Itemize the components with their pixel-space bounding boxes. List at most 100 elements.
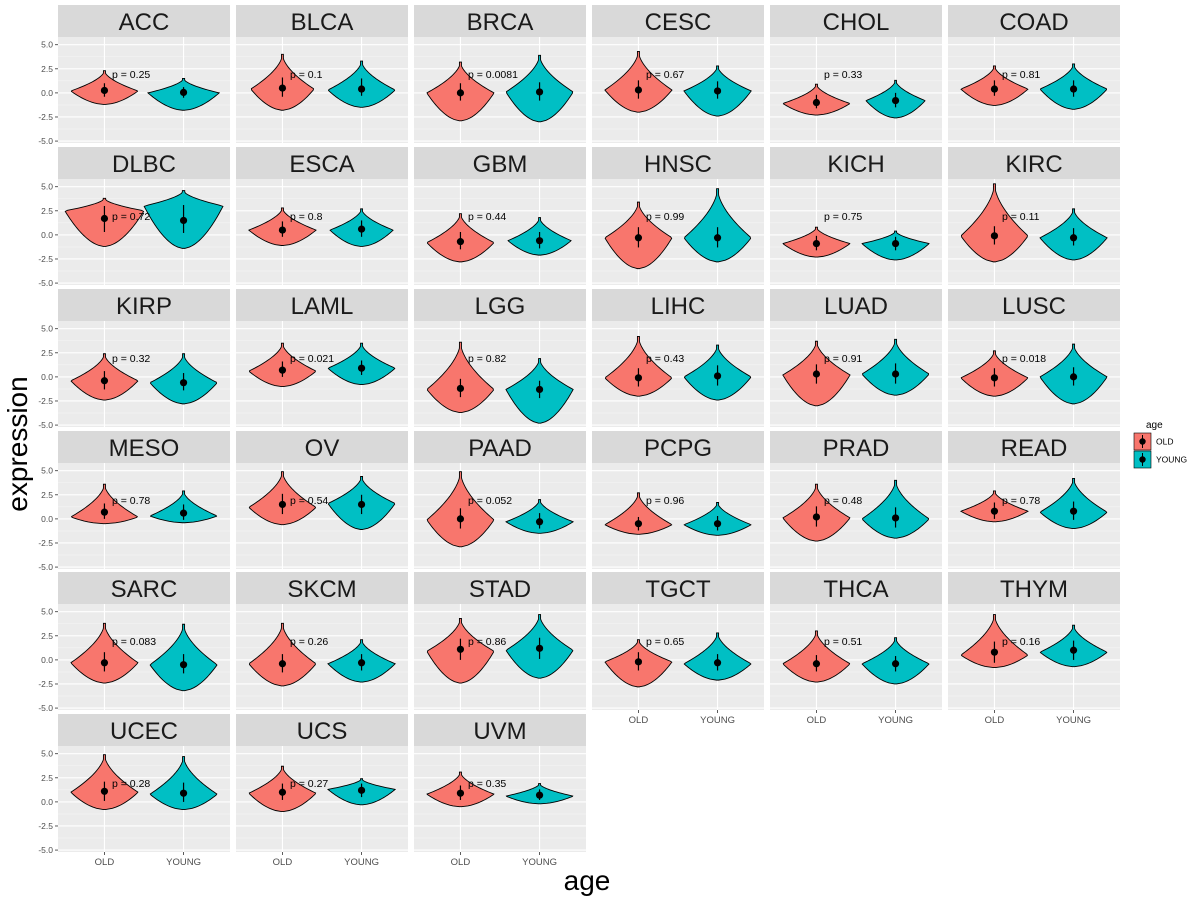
mean-point-uvm-young [535, 791, 544, 799]
panel-blca: BLCA p = 0.1 [236, 5, 408, 143]
y-tick-label: 2.5 [41, 631, 53, 641]
strip-prad [770, 431, 942, 463]
panel-stad: STAD p = 0.86 [414, 572, 586, 710]
mean-point-skcm-old [278, 660, 287, 668]
strip-label-thym: THYM [1000, 576, 1068, 603]
strip-kirp [58, 289, 230, 321]
panel-thca: THCA p = 0.51 OLD YOUNG [770, 572, 942, 726]
strip-acc [58, 5, 230, 37]
p-value-skcm: p = 0.26 [290, 636, 328, 648]
panel-acc: ACC p = 0.25 5.0 2.5 0.0 -2.5 -5.0 [38, 5, 230, 146]
y-tick-label: -5.0 [38, 420, 53, 430]
x-tick-label: OLD [451, 857, 471, 868]
mean-point-cesc-old [634, 86, 643, 94]
x-tick-label: YOUNG [344, 857, 379, 868]
panel-cesc: CESC p = 0.67 [592, 5, 764, 143]
strip-label-cesc: CESC [645, 9, 712, 36]
panel-gbm: GBM p = 0.44 [414, 147, 586, 285]
strip-label-ucec: UCEC [110, 718, 178, 745]
x-tick-label: YOUNG [700, 715, 735, 726]
p-value-kich: p = 0.75 [824, 211, 862, 223]
mean-point-coad-old [990, 85, 999, 93]
x-tick-label: YOUNG [878, 715, 913, 726]
y-tick-label: -2.5 [38, 821, 53, 831]
violin-lgg-old [426, 341, 494, 413]
p-value-chol: p = 0.33 [824, 69, 862, 81]
y-tick-label: 5.0 [41, 466, 53, 476]
strip-label-brca: BRCA [467, 9, 534, 36]
p-value-coad: p = 0.81 [1002, 69, 1040, 81]
legend-title: age [1146, 420, 1163, 431]
y-tick-label: -5.0 [38, 562, 53, 572]
panel-esca: ESCA p = 0.8 [236, 147, 408, 285]
mean-point-blca-old [278, 84, 287, 92]
p-value-prad: p = 0.48 [824, 495, 862, 507]
strip-label-blca: BLCA [291, 9, 354, 36]
p-value-kirp: p = 0.32 [112, 353, 150, 365]
x-tick-label: YOUNG [1056, 715, 1091, 726]
strip-laml [236, 289, 408, 321]
mean-point-lusc-old [990, 374, 999, 382]
p-value-sarc: p = 0.083 [112, 636, 156, 648]
y-tick-label: -5.0 [38, 845, 53, 855]
strip-label-skcm: SKCM [287, 576, 356, 603]
mean-point-dlbc-young [179, 216, 188, 225]
panel-lgg: LGG p = 0.82 [414, 289, 586, 427]
strip-label-acc: ACC [119, 9, 170, 36]
y-tick-label: -5.0 [38, 136, 53, 146]
strip-gbm [414, 147, 586, 179]
strip-label-tgct: TGCT [645, 576, 711, 603]
strip-ucs [236, 714, 408, 746]
mean-point-acc-old [100, 86, 109, 95]
strip-thym [948, 572, 1120, 604]
strip-label-dlbc: DLBC [112, 151, 176, 178]
strip-sarc [58, 572, 230, 604]
panel-bg-chol [770, 37, 942, 143]
p-value-hnsc: p = 0.99 [646, 211, 684, 223]
legend-label-old: OLD [1156, 437, 1173, 447]
panel-ov: OV p = 0.54 [236, 431, 408, 569]
p-value-ov: p = 0.54 [290, 495, 328, 507]
x-axis-title: age [564, 865, 611, 896]
mean-point-lihc-young [713, 372, 722, 380]
panel-kirp: KIRP p = 0.32 5.0 2.5 0.0 -2.5 -5.0 [38, 289, 230, 430]
panel-coad: COAD p = 0.81 [948, 5, 1120, 143]
mean-point-cesc-young [713, 87, 722, 95]
y-tick-label: -2.5 [38, 679, 53, 689]
panel-bg-lgg [414, 321, 586, 427]
y-tick-label: -2.5 [38, 396, 53, 406]
p-value-dlbc: p = 0.72 [112, 211, 150, 223]
strip-read [948, 431, 1120, 463]
mean-point-pcpg-old [634, 520, 643, 528]
strip-label-prad: PRAD [823, 435, 890, 462]
mean-point-chol-young [891, 97, 900, 105]
strip-label-read: READ [1001, 435, 1068, 462]
strip-label-ucs: UCS [297, 718, 348, 745]
strip-label-hnsc: HNSC [644, 151, 712, 178]
p-value-thym: p = 0.16 [1002, 636, 1040, 648]
mean-point-laml-old [278, 366, 287, 374]
mean-point-prad-old [812, 513, 821, 521]
legend: age OLD YOUNG [1133, 420, 1187, 469]
strip-lihc [592, 289, 764, 321]
mean-point-ucec-old [100, 787, 109, 795]
mean-point-sarc-old [100, 659, 109, 667]
strip-stad [414, 572, 586, 604]
mean-point-lihc-old [634, 374, 643, 382]
mean-point-stad-young [535, 644, 544, 652]
legend-label-young: YOUNG [1156, 455, 1187, 465]
x-tick-label: OLD [273, 857, 293, 868]
y-tick-label: -5.0 [38, 278, 53, 288]
strip-label-laml: LAML [291, 293, 354, 320]
p-value-blca: p = 0.1 [290, 69, 323, 81]
panel-lusc: LUSC p = 0.018 [948, 289, 1120, 427]
y-tick-label: 2.5 [41, 773, 53, 783]
mean-point-meso-old [100, 508, 109, 516]
x-tick-label: OLD [629, 715, 649, 726]
y-tick-label: 2.5 [41, 206, 53, 216]
panel-skcm: SKCM p = 0.26 [236, 572, 408, 710]
mean-point-laml-young [357, 364, 366, 372]
strip-label-gbm: GBM [473, 151, 528, 178]
x-tick-label: OLD [807, 715, 827, 726]
